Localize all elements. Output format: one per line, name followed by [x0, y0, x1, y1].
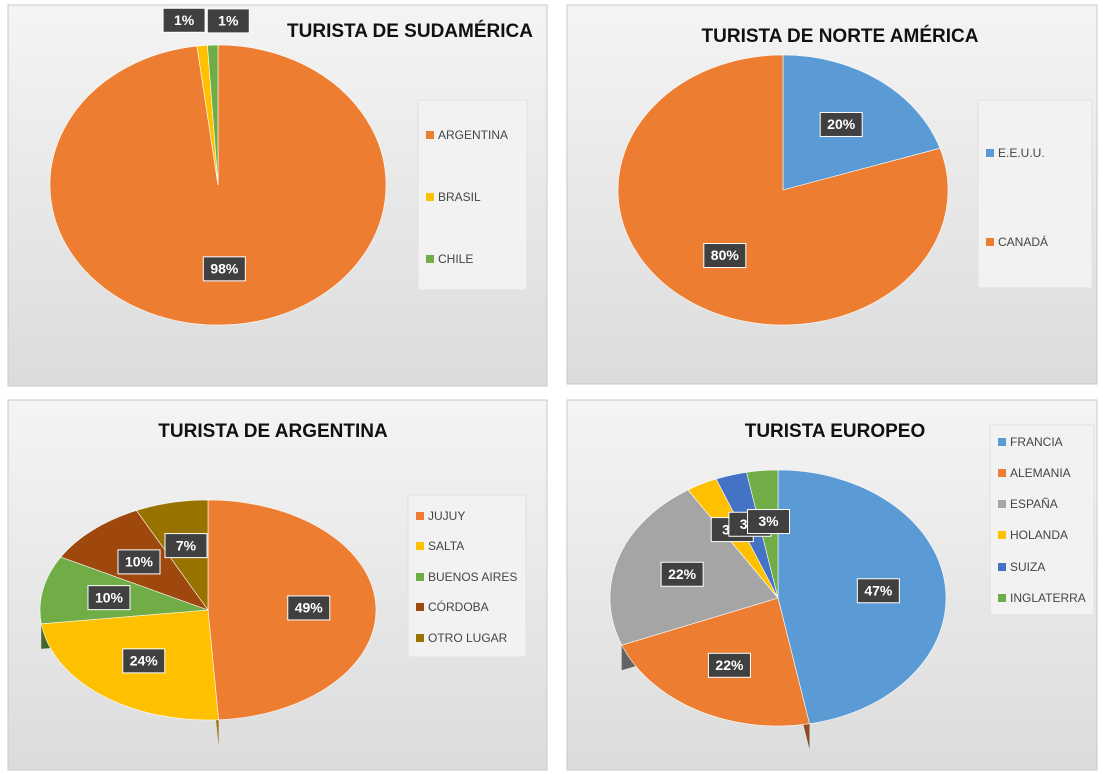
data-label: 1%	[218, 13, 239, 29]
legend-label: CANADÁ	[998, 234, 1048, 249]
legend-swatch	[986, 238, 994, 246]
data-label: 98%	[210, 261, 239, 277]
data-label-box	[164, 533, 208, 559]
legend-label: HOLANDA	[1010, 528, 1068, 542]
data-label-box	[87, 585, 131, 611]
legend-swatch	[998, 500, 1006, 508]
legend-label: E.E.U.U.	[998, 146, 1045, 160]
data-label-box	[747, 509, 791, 535]
legend-swatch	[998, 563, 1006, 571]
data-label: 47%	[864, 582, 893, 598]
chart-title: TURISTA EUROPEO	[745, 421, 926, 442]
chart-panel: TURISTA DE NORTE AMÉRICA 20% 80% E.E.U.U. CA…	[566, 4, 1098, 385]
legend-swatch	[416, 603, 424, 611]
data-label: 7%	[176, 537, 197, 553]
legend-label: JUJUY	[428, 509, 465, 523]
legend-swatch	[998, 531, 1006, 539]
data-label: 20%	[827, 116, 856, 132]
legend-swatch	[986, 149, 994, 157]
legend-swatch	[416, 512, 424, 520]
legend-swatch	[426, 131, 434, 139]
legend-label: CHILE	[438, 252, 473, 266]
legend-label: ESPAÑA	[1010, 497, 1058, 511]
legend-box	[417, 99, 528, 291]
legend-label: BRASIL	[438, 190, 481, 204]
chart-panel: TURISTA DE ARGENTINA 49% 24% 10% 10% 7% JUJUY S…	[7, 399, 548, 771]
data-label: 22%	[668, 566, 697, 582]
chart-panel: TURISTA EUROPEO47%22%22%3%3%3%FRANCIAALE…	[566, 399, 1098, 771]
pie-slice	[617, 54, 949, 326]
data-label: 24%	[130, 653, 159, 669]
legend-box	[977, 99, 1093, 289]
legend-box	[989, 424, 1095, 616]
legend-swatch	[416, 634, 424, 642]
chart-panel: TURISTA DE SUDAMÉRICA 98% 1% 1% ARGENTINA BRA…	[7, 4, 548, 387]
data-label-box	[206, 8, 250, 34]
data-label-box	[117, 549, 161, 575]
legend-label: SALTA	[428, 539, 464, 553]
data-label: 10%	[95, 589, 124, 605]
legend-label: ARGENTINA	[438, 128, 508, 142]
data-label: 49%	[295, 600, 324, 616]
data-label: 10%	[125, 554, 154, 570]
legend-label: OTRO LUGAR	[428, 631, 508, 645]
data-label: 22%	[715, 657, 744, 673]
legend-swatch	[998, 469, 1006, 477]
legend-swatch	[416, 542, 424, 550]
chart-title: TURISTA DE NORTE AMÉRICA	[702, 25, 979, 47]
legend-swatch	[426, 255, 434, 263]
data-label-box	[202, 256, 246, 282]
pie-slice	[207, 44, 219, 186]
chart-title: TURISTA DE SUDAMÉRICA	[287, 20, 533, 42]
data-label-box	[122, 648, 166, 674]
data-label-box	[162, 7, 206, 33]
data-label-box	[856, 578, 900, 604]
legend-swatch	[416, 573, 424, 581]
legend-swatch	[998, 438, 1006, 446]
legend-label: SUIZA	[1010, 560, 1045, 574]
legend-label: BUENOS AIRES	[428, 570, 517, 584]
data-label-box	[819, 111, 863, 137]
legend-swatch	[426, 193, 434, 201]
legend-swatch	[998, 594, 1006, 602]
legend-box	[407, 494, 527, 658]
chart-title: TURISTA DE ARGENTINA	[158, 421, 388, 442]
data-label-box	[703, 243, 747, 269]
data-label-box	[287, 595, 331, 621]
data-label-box	[660, 561, 704, 587]
data-label-box	[707, 652, 751, 678]
legend-label: INGLATERRA	[1010, 591, 1086, 605]
legend-label: ALEMANIA	[1010, 466, 1071, 480]
data-label: 3%	[758, 513, 779, 529]
data-label: 80%	[711, 247, 740, 263]
data-label: 1%	[174, 12, 195, 28]
legend-label: FRANCIA	[1010, 435, 1063, 449]
legend-label: CÓRDOBA	[428, 599, 489, 614]
